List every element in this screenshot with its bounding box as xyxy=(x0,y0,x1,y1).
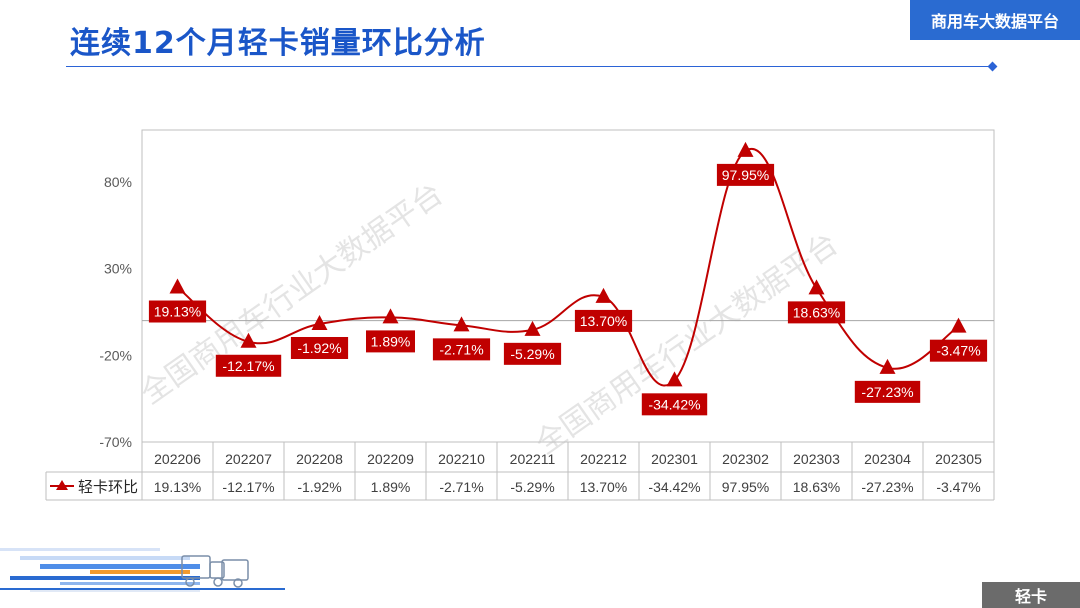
data-point-marker xyxy=(666,371,683,387)
data-label: -1.92% xyxy=(297,340,341,356)
data-label: -3.47% xyxy=(936,343,980,359)
data-label-box xyxy=(148,300,207,323)
data-point-marker xyxy=(169,278,186,294)
x-tick-label: 202207 xyxy=(225,451,272,467)
data-label: 97.95% xyxy=(722,167,769,183)
data-label: 13.70% xyxy=(580,313,627,329)
data-label: 1.89% xyxy=(371,333,411,349)
truck-banner-graphic xyxy=(0,548,285,592)
y-tick-label: -70% xyxy=(99,434,132,450)
data-point-marker xyxy=(595,287,612,303)
x-tick-label: 202208 xyxy=(296,451,343,467)
data-label-box xyxy=(432,338,491,361)
data-label-layer: 19.13% -12.17% -1.92% 1.89% -2.71% -5.29% 13.7… xyxy=(148,163,988,416)
data-label: -2.71% xyxy=(439,341,483,357)
data-label: -5.29% xyxy=(510,346,554,362)
table-value-cell: -27.23% xyxy=(861,479,913,495)
brand-badge: 商用车大数据平台 xyxy=(910,0,1080,40)
data-label-box xyxy=(716,163,775,186)
x-tick-label: 202305 xyxy=(935,451,982,467)
data-label: 18.63% xyxy=(793,304,840,320)
data-point-marker xyxy=(240,332,257,348)
data-table: 202206 19.13% 202207 -12.17% 202208 -1.92% 202… xyxy=(45,442,995,501)
page-title: 连续12个月轻卡销量环比分析 xyxy=(70,26,486,61)
data-point-marker xyxy=(737,141,754,157)
data-point-marker xyxy=(879,358,896,374)
data-point-marker xyxy=(808,279,825,295)
data-label: -27.23% xyxy=(861,384,913,400)
data-label-box xyxy=(929,339,988,362)
data-label: -12.17% xyxy=(222,358,274,374)
table-value-cell: 19.13% xyxy=(154,479,201,495)
table-value-cell: -12.17% xyxy=(222,479,274,495)
data-label-box xyxy=(215,354,282,377)
data-label-box xyxy=(503,342,562,365)
x-tick-label: 202211 xyxy=(510,451,556,467)
table-value-cell: -1.92% xyxy=(297,479,341,495)
data-label-box xyxy=(366,330,415,353)
y-tick-label: 80% xyxy=(104,174,132,190)
x-tick-label: 202304 xyxy=(864,451,911,467)
data-label: 19.13% xyxy=(154,304,201,320)
legend-label: 轻卡环比 xyxy=(78,479,138,496)
data-point-marker xyxy=(311,314,328,330)
data-point-marker xyxy=(524,320,541,336)
legend-marker xyxy=(56,480,68,490)
watermark-text: 全国商用车行业大数据平台 xyxy=(530,227,844,461)
x-tick-label: 202209 xyxy=(367,451,414,467)
x-tick-label: 202301 xyxy=(651,451,698,467)
data-point-marker xyxy=(950,317,967,333)
data-label: -34.42% xyxy=(648,396,700,412)
table-value-cell: -2.71% xyxy=(439,479,483,495)
table-value-cell: 97.95% xyxy=(722,479,769,495)
data-label-box xyxy=(290,336,349,359)
watermark-layer: 全国商用车行业大数据平台 全国商用车行业大数据平台 xyxy=(135,177,844,461)
x-tick-label: 202303 xyxy=(793,451,840,467)
table-value-cell: 1.89% xyxy=(371,479,411,495)
data-label-box xyxy=(641,393,708,416)
axis-layer: -70% -20% 30% 80% xyxy=(99,174,994,450)
y-tick-label: -20% xyxy=(99,347,132,363)
x-tick-label: 202206 xyxy=(154,451,201,467)
category-tag: 轻卡 xyxy=(982,582,1080,608)
data-point-marker xyxy=(382,308,399,324)
title-divider xyxy=(66,66,992,67)
table-value-cell: 18.63% xyxy=(793,479,840,495)
data-label-box xyxy=(854,380,921,403)
data-label-box xyxy=(574,309,633,332)
y-tick-label: 30% xyxy=(104,261,132,277)
truck-icon xyxy=(181,555,249,588)
x-tick-label: 202302 xyxy=(722,451,769,467)
table-value-cell: 13.70% xyxy=(580,479,627,495)
x-tick-label: 202212 xyxy=(580,451,627,467)
table-value-cell: -3.47% xyxy=(936,479,980,495)
x-tick-label: 202210 xyxy=(438,451,485,467)
table-value-cell: -34.42% xyxy=(648,479,700,495)
data-point-marker xyxy=(453,316,470,332)
table-value-cell: -5.29% xyxy=(510,479,554,495)
watermark-text: 全国商用车行业大数据平台 xyxy=(135,177,449,411)
series-layer xyxy=(169,141,967,387)
data-label-box xyxy=(787,301,846,324)
